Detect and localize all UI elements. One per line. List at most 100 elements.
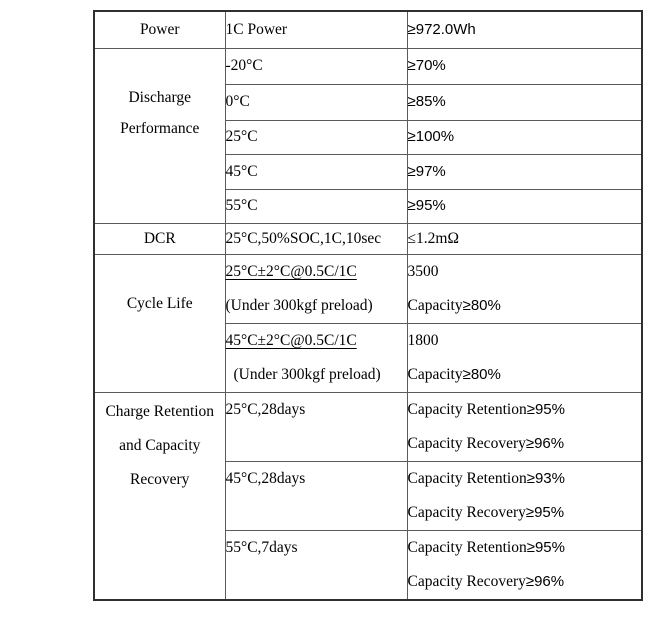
charge-retention-45-condition-cell: 45°C,28days (224, 460, 408, 531)
discharge-25-value-cell: ≥100% (406, 119, 643, 155)
discharge-row-25: 25°C ≥100% (94, 119, 643, 155)
power-value: ≥972.0Wh (407, 20, 476, 38)
recovery-word: Capacity Recovery (407, 572, 526, 590)
charge-retention-55-value: Capacity Retention≥95% Capacity Recovery… (408, 531, 642, 599)
power-row: Power 1C Power ≥972.0Wh (93, 10, 643, 49)
retention-word: Capacity Retention (407, 538, 527, 556)
dcr-condition: 25°C,50%SOC,1C,10sec (225, 229, 382, 247)
retention-line: Capacity Retention≥95% (408, 393, 642, 427)
retention-req: ≥93% (526, 469, 565, 487)
cycle-life-25-value: 3500 Capacity≥80% (408, 255, 642, 323)
recovery-line: Capacity Recovery≥96% (408, 565, 642, 599)
charge-retention-45-value: Capacity Retention≥93% Capacity Recovery… (408, 462, 642, 530)
power-value-cell: ≥972.0Wh (406, 10, 643, 49)
discharge-0-condition: 0°C (225, 93, 250, 110)
cycle-life-25-condition-cell: 25°C±2°C@0.5C/1C (Under 300kgf preload) (224, 253, 408, 324)
charge-retention-row-55: 55°C,7days Capacity Retention≥95% Capaci… (94, 529, 643, 600)
cycle-life-45-cycles: 1800 (407, 331, 439, 349)
discharge-0-value-cell: ≥85% (406, 83, 643, 121)
power-condition-cell: 1C Power (224, 10, 408, 49)
dcr-label-cell: DCR (93, 222, 226, 255)
cycle-life-45-capacity: Capacity≥80% (408, 358, 642, 392)
discharge-label: Discharge Performance (95, 82, 225, 144)
cycle-life-25-condition: 25°C±2°C@0.5C/1C (Under 300kgf preload) (226, 255, 407, 323)
retention-line: Capacity Retention≥95% (408, 531, 642, 565)
power-label-cell: Power (93, 10, 226, 49)
retention-word: Capacity Retention (407, 469, 527, 487)
recovery-req: ≥96% (525, 572, 565, 590)
discharge-55-condition: 55°C (225, 197, 258, 214)
discharge-55-condition-cell: 55°C (224, 188, 408, 224)
discharge-minus20-value-cell: ≥70% (406, 47, 643, 85)
charge-retention-label-line2: and Capacity (119, 436, 201, 454)
discharge-45-condition-cell: 45°C (224, 153, 408, 190)
power-label: Power (139, 20, 180, 38)
recovery-req: ≥96% (525, 434, 565, 452)
cycle-life-row-25: Cycle Life 25°C±2°C@0.5C/1C (Under 300kg… (93, 253, 643, 393)
power-condition: 1C Power (225, 20, 288, 38)
cycle-life-45-condition-text: 45°C±2°C@0.5C/1C (225, 331, 357, 349)
recovery-word: Capacity Recovery (407, 434, 526, 452)
capacity-word: Capacity (407, 365, 463, 383)
discharge-45-condition: 45°C (225, 162, 258, 180)
cycle-life-45-value: 1800 Capacity≥80% (408, 324, 642, 392)
cycle-life-45-condition-cell: 45°C±2°C@0.5C/1C (Under 300kgf preload) (224, 322, 408, 393)
cycle-life-25-condition-text: 25°C±2°C@0.5C/1C (225, 262, 357, 280)
discharge-minus20-value: ≥70% (407, 57, 446, 74)
charge-retention-25-value-cell: Capacity Retention≥95% Capacity Recovery… (406, 391, 643, 462)
charge-retention-25-condition: 25°C,28days (225, 400, 306, 418)
charge-retention-label-cell: Charge Retention and Capacity Recovery (93, 391, 226, 600)
capacity-req: ≥80% (462, 296, 501, 314)
discharge-label-line1: Discharge (128, 88, 192, 106)
discharge-45-value-cell: ≥97% (406, 153, 643, 190)
discharge-55-value: ≥95% (407, 197, 446, 214)
cycle-life-25-condition-note: (Under 300kgf preload) (225, 296, 373, 314)
discharge-row-0: 0°C ≥85% (94, 83, 643, 121)
cycle-life-25-cycles: 3500 (407, 262, 439, 280)
retention-req: ≥95% (526, 538, 565, 556)
charge-retention-25-value: Capacity Retention≥95% Capacity Recovery… (408, 393, 642, 461)
discharge-25-condition-cell: 25°C (224, 119, 408, 155)
discharge-label-line2: Performance (120, 119, 200, 137)
dcr-condition-cell: 25°C,50%SOC,1C,10sec (224, 222, 408, 255)
charge-retention-55-condition: 55°C,7days (225, 538, 298, 556)
cycle-life-label-cell: Cycle Life (93, 253, 226, 393)
recovery-line: Capacity Recovery≥95% (408, 496, 642, 530)
charge-retention-55-value-cell: Capacity Retention≥95% Capacity Recovery… (406, 529, 643, 600)
discharge-0-condition-cell: 0°C (224, 83, 408, 121)
cycle-life-25-value-cell: 3500 Capacity≥80% (406, 253, 643, 324)
dcr-value: ≤1.2mΩ (407, 229, 459, 247)
recovery-req: ≥95% (525, 503, 565, 521)
recovery-word: Capacity Recovery (407, 503, 526, 521)
dcr-label: DCR (143, 229, 176, 247)
discharge-55-value-cell: ≥95% (406, 188, 643, 224)
discharge-row-45: 45°C ≥97% (94, 153, 643, 190)
charge-retention-25-condition-cell: 25°C,28days (224, 391, 408, 462)
discharge-25-value: ≥100% (407, 128, 455, 145)
capacity-word: Capacity (407, 296, 463, 314)
discharge-label-cell: Discharge Performance (93, 47, 226, 224)
charge-retention-label-line1: Charge Retention (105, 402, 215, 420)
cycle-life-45-condition-note: (Under 300kgf preload) (233, 365, 381, 383)
charge-retention-label: Charge Retention and Capacity Recovery (95, 395, 225, 497)
cycle-life-45-condition: 45°C±2°C@0.5C/1C (Under 300kgf preload) (226, 324, 407, 392)
recovery-line: Capacity Recovery≥96% (408, 427, 642, 461)
charge-retention-55-condition-cell: 55°C,7days (224, 529, 408, 600)
retention-line: Capacity Retention≥93% (408, 462, 642, 496)
retention-word: Capacity Retention (407, 400, 527, 418)
cycle-life-row-45: 45°C±2°C@0.5C/1C (Under 300kgf preload) … (94, 322, 643, 393)
charge-retention-45-value-cell: Capacity Retention≥93% Capacity Recovery… (406, 460, 643, 531)
discharge-25-condition: 25°C (225, 128, 258, 145)
discharge-row-55: 55°C ≥95% (94, 188, 643, 224)
discharge-minus20-condition-cell: -20°C (224, 47, 408, 85)
charge-retention-row-45: 45°C,28days Capacity Retention≥93% Capac… (94, 460, 643, 531)
charge-retention-label-line3: Recovery (130, 470, 190, 488)
cycle-life-45-value-cell: 1800 Capacity≥80% (406, 322, 643, 393)
cycle-life-25-capacity: Capacity≥80% (408, 289, 642, 323)
dcr-value-cell: ≤1.2mΩ (406, 222, 643, 255)
dcr-row: DCR 25°C,50%SOC,1C,10sec ≤1.2mΩ (93, 222, 643, 255)
discharge-row-minus20: Discharge Performance -20°C ≥70% (93, 47, 643, 224)
discharge-45-value: ≥97% (407, 162, 446, 180)
discharge-0-value: ≥85% (407, 93, 446, 110)
